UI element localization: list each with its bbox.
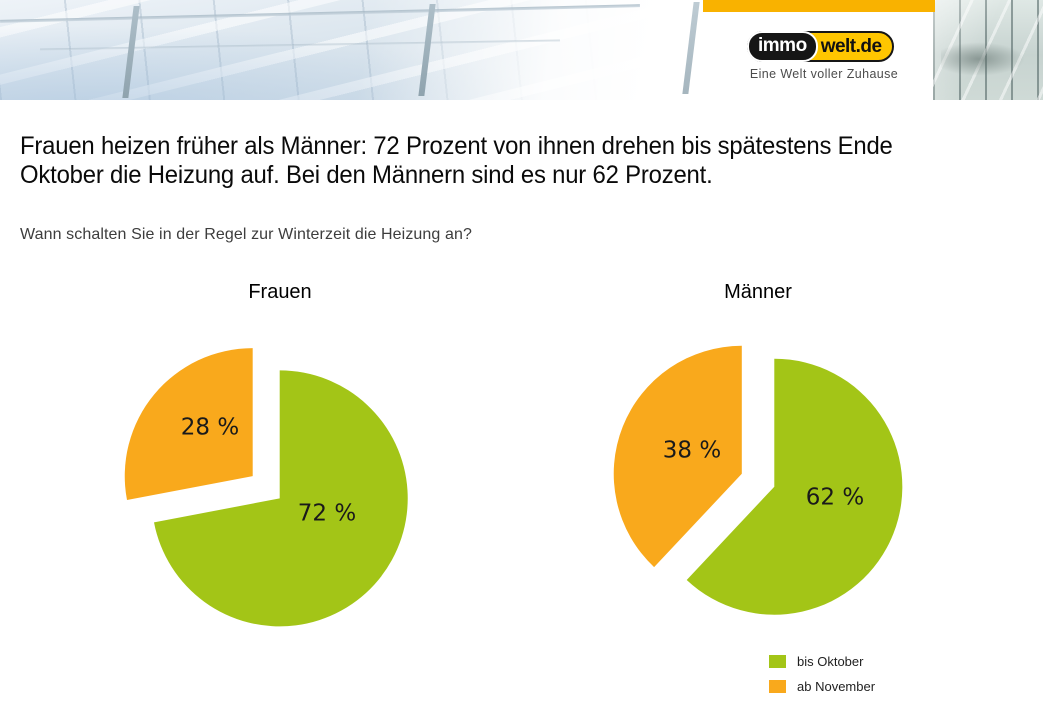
- legend-item-ab-november: ab November: [769, 679, 875, 694]
- brand-tagline: Eine Welt voller Zuhause: [749, 67, 899, 81]
- glass-beam-decoration: [0, 4, 640, 23]
- glass-post-decoration: [682, 2, 700, 94]
- pie-data-label-frauen-0: 72 %: [298, 501, 356, 527]
- header-photo-glass-roof: [0, 0, 700, 100]
- chart-legend: bis Oktober ab November: [769, 654, 875, 701]
- glass-post-decoration: [122, 6, 140, 98]
- legend-label: bis Oktober: [797, 654, 864, 669]
- brand-accent-bar: [703, 0, 935, 12]
- pie-data-label-männer-1: 38 %: [663, 438, 721, 464]
- legend-swatch-orange: [769, 680, 786, 693]
- pie-slice-frauen-ab-november: [124, 348, 253, 500]
- header-photo-glass-facade: [933, 0, 1043, 100]
- facade-reflection-decoration: [941, 42, 1025, 76]
- chart-title-frauen: Frauen: [248, 281, 312, 303]
- survey-question: Wann schalten Sie in der Regel zur Winte…: [20, 226, 472, 243]
- pie-data-label-männer-0: 62 %: [806, 485, 864, 511]
- headline: Frauen heizen früher als Männer: 72 Proz…: [20, 132, 975, 190]
- logo-welt-segment: welt.de: [820, 35, 882, 57]
- immowelt-logo: immo welt.de: [747, 31, 894, 62]
- pie-slice-männer-ab-november: [613, 345, 742, 568]
- pie-slice-männer-bis-oktober: [686, 358, 903, 615]
- pie-chart-maenner: 62 % 38 %: [613, 345, 903, 615]
- pie-data-label-frauen-1: 28 %: [181, 415, 239, 441]
- glass-beam-decoration: [40, 39, 560, 51]
- pie-chart-frauen: 72 % 28 %: [124, 348, 408, 627]
- logo-immo-segment: immo: [747, 31, 818, 62]
- pie-slice-frauen-bis-oktober: [154, 370, 408, 627]
- glass-post-decoration: [418, 4, 436, 96]
- chart-title-maenner: Männer: [724, 281, 792, 303]
- legend-label: ab November: [797, 679, 876, 694]
- headline-line-2: Oktober die Heizung auf. Bei den Männern…: [20, 161, 713, 189]
- legend-item-bis-oktober: bis Oktober: [769, 654, 875, 669]
- legend-swatch-green: [769, 655, 786, 668]
- headline-line-1: Frauen heizen früher als Männer: 72 Proz…: [20, 132, 893, 160]
